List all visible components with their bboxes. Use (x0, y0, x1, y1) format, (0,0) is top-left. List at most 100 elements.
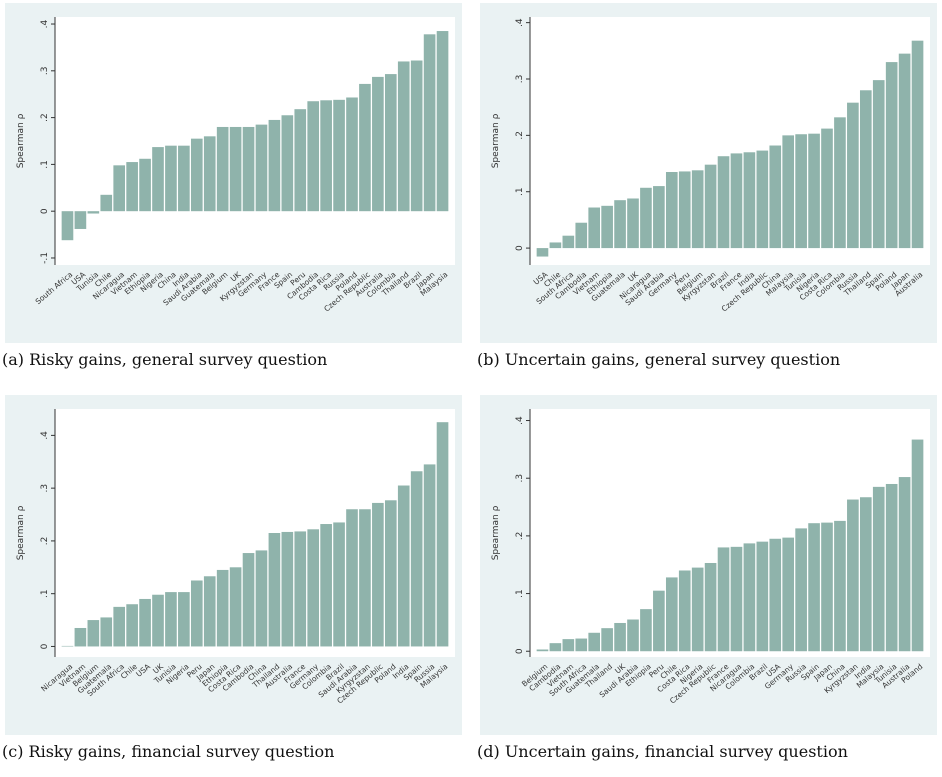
bar (808, 133, 820, 249)
y-tick-label: 0 (40, 208, 50, 214)
y-tick-label: 0 (515, 245, 525, 251)
bar (87, 211, 100, 214)
y-tick-label: .4 (515, 416, 525, 425)
bar (320, 524, 332, 647)
bar (653, 186, 665, 249)
bar (307, 529, 320, 647)
bar (346, 509, 358, 647)
y-tick-label: 0 (40, 643, 50, 649)
bar (627, 198, 639, 249)
bar (242, 126, 255, 212)
caption: (c) Risky gains, financial survey questi… (2, 742, 334, 761)
y-tick-label: .4 (40, 19, 50, 28)
y-tick-label: .1 (40, 589, 50, 598)
bar (178, 592, 190, 647)
bar (898, 53, 911, 249)
bar (100, 194, 113, 212)
bar (885, 483, 898, 652)
bar (165, 592, 177, 647)
bar (834, 117, 846, 249)
bar (549, 242, 562, 249)
y-tick-label: .2 (515, 131, 525, 140)
bar (665, 172, 678, 249)
bar (229, 126, 242, 212)
bar (307, 101, 320, 212)
bar (834, 520, 846, 652)
bar (333, 522, 345, 647)
bar (87, 620, 100, 647)
bar (165, 145, 177, 212)
bar (359, 509, 371, 647)
bar (808, 523, 820, 652)
bar (665, 577, 678, 652)
bar (372, 502, 384, 647)
bar (113, 606, 126, 647)
bar (743, 543, 756, 652)
bar (821, 128, 833, 249)
bar (627, 619, 639, 652)
bar (152, 147, 164, 212)
bar (730, 546, 743, 652)
y-tick-label: 0 (515, 648, 525, 654)
caption: (d) Uncertain gains, financial survey qu… (477, 742, 848, 761)
bar (281, 115, 294, 212)
bar (911, 40, 924, 249)
bar (346, 97, 358, 212)
bar (268, 533, 281, 647)
bar (333, 99, 345, 212)
bar (847, 102, 859, 249)
bar (536, 248, 549, 257)
bar (423, 34, 436, 212)
bar (190, 580, 203, 647)
bar (410, 60, 423, 212)
y-tick-label: .2 (40, 537, 50, 546)
bar (885, 62, 898, 249)
bar (678, 171, 691, 249)
y-tick-label: .2 (40, 113, 50, 122)
bar (575, 222, 588, 249)
y-tick-label: .4 (515, 18, 525, 27)
y-tick-label: .3 (515, 474, 525, 483)
bar (436, 422, 449, 647)
caption: (a) Risky gains, general survey question (2, 350, 327, 369)
bar (640, 609, 652, 652)
bar (640, 187, 652, 249)
bar (384, 500, 397, 647)
bar (859, 90, 872, 249)
bar (821, 522, 833, 652)
y-tick-label: .1 (515, 187, 525, 196)
bar (859, 497, 872, 652)
bar (756, 541, 769, 652)
y-tick-label: .3 (515, 75, 525, 84)
bar (562, 235, 575, 249)
bar (152, 594, 164, 647)
bar (898, 477, 911, 652)
bar (730, 153, 743, 249)
bar (203, 136, 216, 212)
y-tick-label: .3 (40, 67, 50, 76)
bar (575, 638, 588, 652)
y-axis-title: Spearman ρ (16, 113, 26, 168)
y-axis-title: Spearman ρ (16, 505, 26, 560)
y-axis-title: Spearman ρ (491, 113, 501, 168)
y-tick-label: .1 (40, 160, 50, 169)
bar (281, 531, 294, 647)
bar (74, 211, 87, 229)
bar (678, 570, 691, 652)
bar (294, 531, 307, 647)
bar (126, 162, 138, 212)
bar (74, 627, 87, 647)
bar (229, 567, 242, 647)
y-tick-label: .2 (515, 532, 525, 541)
bar (782, 135, 795, 249)
bar (178, 145, 190, 212)
bar (704, 164, 717, 249)
bar (769, 145, 782, 249)
bar (100, 617, 113, 647)
bar (614, 622, 626, 652)
